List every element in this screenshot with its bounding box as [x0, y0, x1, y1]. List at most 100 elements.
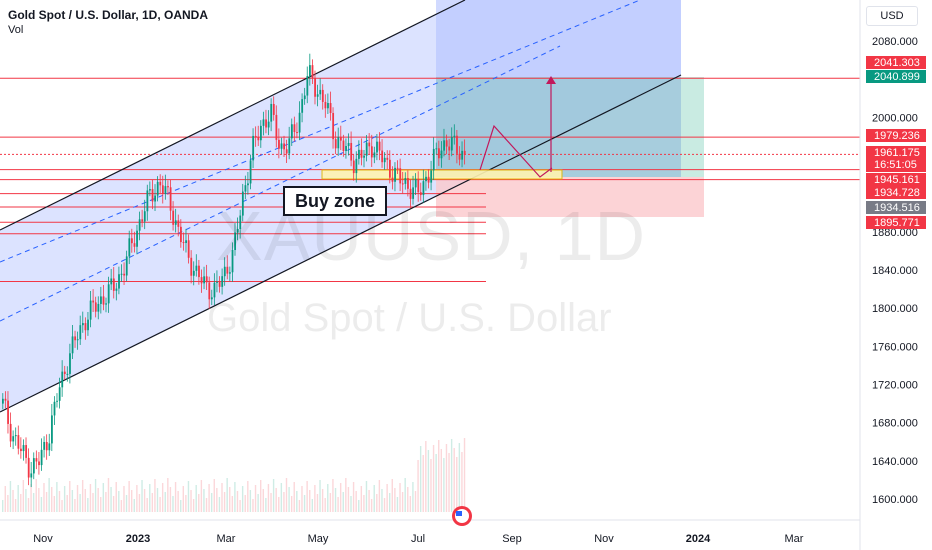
- candle-body: [365, 142, 368, 156]
- volume-bar: [112, 496, 115, 512]
- volume-bar: [381, 489, 383, 512]
- candle-body: [314, 78, 316, 97]
- candle-body: [48, 443, 51, 451]
- candle-body: [151, 189, 154, 202]
- candle-body: [438, 148, 440, 159]
- volume-bar: [128, 481, 130, 512]
- volume-bar: [229, 487, 231, 512]
- volume-bar: [453, 448, 455, 512]
- candle-body: [383, 157, 386, 163]
- y-tick-label: 1600.000: [872, 494, 918, 506]
- candle-body: [260, 125, 262, 141]
- candle-body: [231, 250, 234, 273]
- volume-bar: [285, 478, 288, 512]
- volume-bar: [143, 489, 146, 512]
- price-label: 1961.175: [874, 147, 920, 159]
- volume-bar: [30, 484, 32, 512]
- volume-bar: [61, 500, 63, 512]
- volume-bar: [27, 498, 30, 512]
- candle-body: [53, 401, 56, 416]
- candle-body: [414, 178, 417, 188]
- candle-body: [283, 143, 286, 150]
- candle-body: [61, 371, 64, 388]
- candle-body: [389, 159, 391, 178]
- volume-bar: [76, 485, 79, 512]
- volume-bar: [435, 454, 437, 512]
- volume-bar: [309, 490, 311, 512]
- volume-bar: [450, 439, 453, 512]
- volume-bar: [107, 478, 110, 512]
- volume-indicator-label[interactable]: Vol: [8, 24, 24, 36]
- candle-body: [275, 114, 278, 140]
- candle-body: [63, 371, 66, 375]
- volume-bar: [9, 481, 12, 512]
- volume-bar: [136, 485, 138, 512]
- candle-body: [399, 168, 402, 184]
- candle-body: [89, 300, 92, 320]
- candle-body: [290, 124, 293, 139]
- volume-bar: [149, 484, 151, 512]
- volume-bar: [223, 492, 226, 512]
- price-label-bg: [866, 129, 926, 142]
- candle-body: [66, 373, 69, 375]
- candle-body: [221, 276, 224, 287]
- candle-body: [146, 190, 149, 212]
- candle-body: [419, 192, 422, 196]
- volume-bar: [463, 438, 466, 512]
- channel-lower-line: [0, 74, 682, 413]
- candle-body: [311, 65, 314, 79]
- candle-body: [161, 185, 164, 194]
- buy-zone-callout[interactable]: Buy zone: [283, 186, 387, 216]
- volume-bar: [43, 483, 45, 512]
- candle-body: [100, 296, 102, 304]
- candle-body: [373, 152, 376, 158]
- volume-bar: [84, 489, 86, 512]
- volume-bar: [231, 496, 234, 512]
- x-tick-label: Mar: [217, 533, 236, 545]
- volume-bar: [226, 478, 228, 512]
- volume-bar: [329, 493, 332, 512]
- volume-bar: [319, 480, 321, 512]
- candle-body: [115, 288, 118, 291]
- candle-body: [417, 178, 420, 193]
- volume-bar: [334, 488, 337, 512]
- candle-body: [337, 137, 340, 149]
- volume-bar: [321, 489, 324, 512]
- candle-body: [177, 220, 180, 227]
- volume-bar: [414, 491, 417, 512]
- candle-body: [123, 273, 126, 276]
- candle-body: [84, 323, 87, 331]
- candle-body: [174, 220, 177, 225]
- volume-bar: [358, 500, 360, 512]
- volume-bar: [89, 484, 92, 512]
- x-tick-label: Nov: [594, 533, 614, 545]
- candle-body: [120, 273, 123, 275]
- candle-body: [118, 274, 120, 289]
- candle-body: [298, 112, 301, 133]
- candle-body: [332, 113, 335, 140]
- volume-bar: [445, 444, 448, 512]
- volume-bar: [327, 484, 329, 512]
- channel-upper-line: [0, 0, 466, 231]
- y-tick-label: 1760.000: [872, 341, 918, 353]
- y-tick-label: 1640.000: [872, 456, 918, 468]
- volume-bar: [203, 489, 205, 512]
- volume-bar: [210, 493, 213, 512]
- volume-bar: [383, 498, 386, 512]
- volume-bar: [92, 493, 94, 512]
- candle-body: [386, 157, 389, 160]
- volume-bar: [296, 491, 298, 512]
- candle-body: [7, 400, 9, 424]
- candle-body: [432, 148, 435, 171]
- volume-bar: [339, 483, 342, 512]
- candle-body: [391, 177, 394, 182]
- candle-body: [360, 149, 363, 158]
- volume-bar: [4, 486, 6, 512]
- price-label-bg: [866, 70, 926, 83]
- currency-selector[interactable]: USD: [866, 6, 918, 26]
- volume-bar: [262, 489, 264, 512]
- candle-body: [425, 176, 427, 182]
- candle-body: [58, 387, 61, 401]
- volume-bar: [370, 499, 373, 512]
- symbol-watermark: XAUUSD, 1D: [216, 197, 647, 275]
